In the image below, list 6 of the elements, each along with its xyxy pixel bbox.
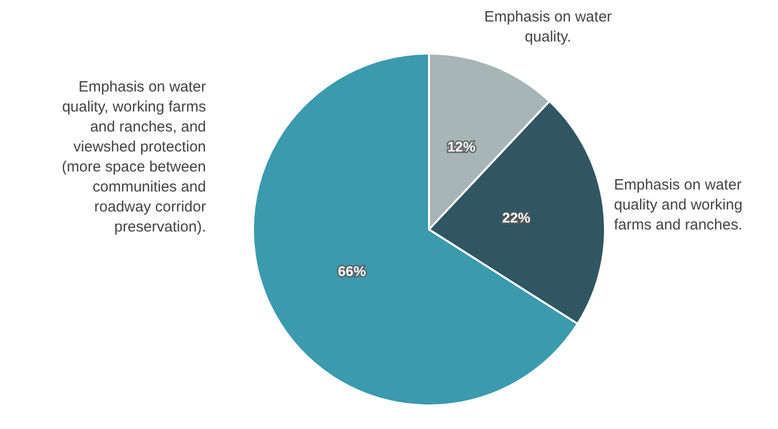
data-label: 12% xyxy=(447,138,476,155)
data-label: 22% xyxy=(502,209,531,226)
slice-label: Emphasis on water quality. xyxy=(484,8,612,46)
slice-label: Emphasis on water quality and working farms and ranches. xyxy=(614,176,742,234)
data-label: 66% xyxy=(338,262,366,279)
slice-label: Emphasis on water quality, working farms and ranches, and viewshed protection (more space between communities and roadway corridor preservation). xyxy=(62,78,206,236)
